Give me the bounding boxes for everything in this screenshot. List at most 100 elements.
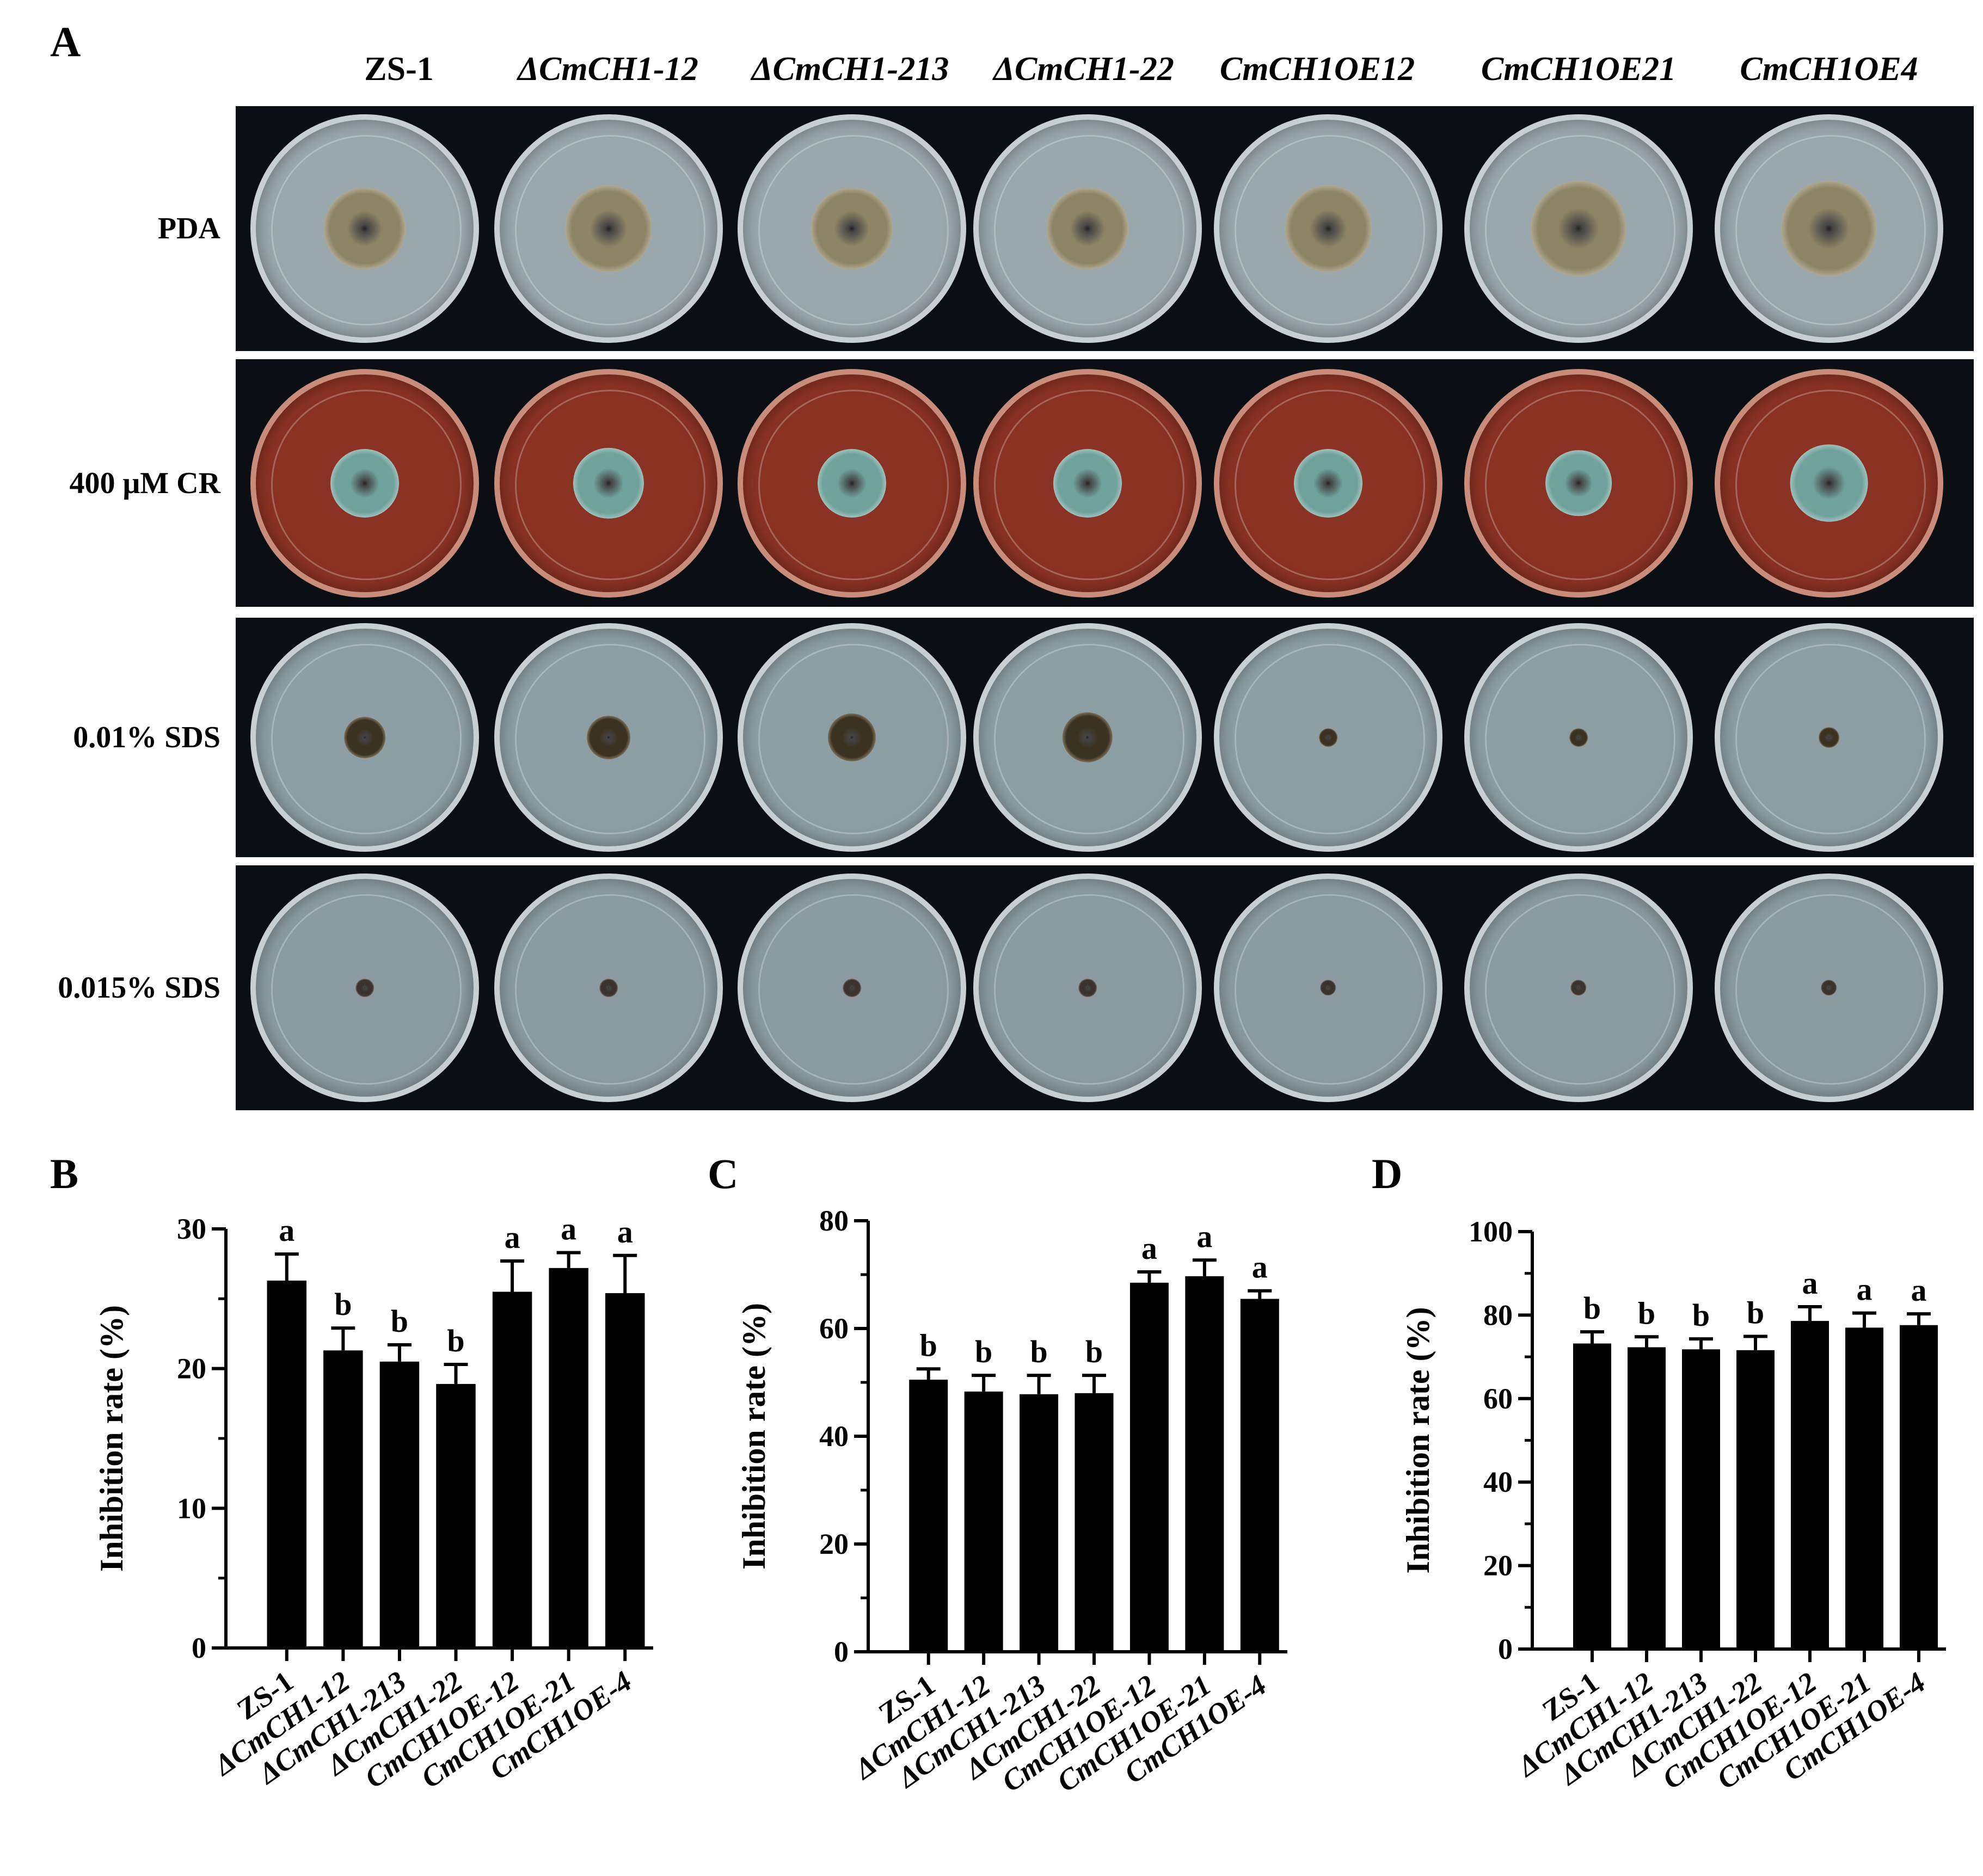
significance-letter: a <box>1141 1231 1157 1266</box>
significance-letter: a <box>279 1213 294 1248</box>
culture-plate <box>1214 114 1442 343</box>
bar <box>436 1383 476 1648</box>
strain-header: CmCH1OE21 <box>1481 51 1677 88</box>
significance-letter: a <box>1196 1219 1212 1254</box>
bar <box>492 1291 532 1648</box>
culture-plate <box>1715 114 1943 343</box>
bar <box>549 1268 588 1648</box>
fungal-colony <box>1062 712 1113 763</box>
plate-row <box>236 106 1974 351</box>
significance-letter: a <box>617 1214 633 1250</box>
y-axis-label: Inhibition rate (%) <box>94 1305 130 1572</box>
culture-plate <box>738 114 966 343</box>
fungal-colony <box>1294 448 1362 518</box>
y-tick-label: 0 <box>192 1632 206 1664</box>
culture-plate <box>1464 368 1693 598</box>
significance-letter: b <box>391 1303 408 1339</box>
fungal-colony <box>587 716 630 759</box>
culture-plate <box>738 368 966 598</box>
culture-plate <box>1464 114 1693 343</box>
significance-letter: a <box>1857 1272 1873 1307</box>
fungal-colony <box>1821 980 1837 996</box>
y-tick-label: 40 <box>1483 1466 1513 1498</box>
significance-letter: a <box>1802 1265 1818 1301</box>
bar <box>1129 1282 1169 1652</box>
bar <box>1900 1325 1938 1649</box>
y-tick-label: 20 <box>1483 1549 1513 1582</box>
y-tick-label: 80 <box>1483 1299 1513 1331</box>
treatment-label: 400 μM CR <box>69 466 220 500</box>
significance-letter: a <box>505 1220 520 1255</box>
fungal-colony <box>344 717 385 758</box>
fungal-colony <box>1320 980 1336 996</box>
fungal-colony <box>330 448 399 518</box>
plate-row <box>236 618 1974 857</box>
bar <box>605 1293 645 1648</box>
strain-header: ΔCmCH1-22 <box>993 51 1174 88</box>
y-tick-label: 80 <box>819 1204 849 1237</box>
culture-plate <box>738 623 966 852</box>
bar <box>1736 1350 1775 1649</box>
fungal-colony <box>1078 979 1097 997</box>
culture-plate <box>1715 874 1943 1102</box>
strain-header: CmCH1OE4 <box>1740 51 1918 88</box>
fungal-colony <box>1530 180 1627 277</box>
culture-plate <box>973 874 1202 1102</box>
culture-plate <box>973 623 1202 852</box>
culture-plate <box>973 368 1202 598</box>
fungal-colony <box>811 187 893 270</box>
fungal-colony <box>1569 728 1588 747</box>
treatment-label: PDA <box>157 212 220 245</box>
culture-plate <box>494 874 723 1102</box>
fungal-colony <box>1285 185 1372 272</box>
culture-plate <box>1715 368 1943 598</box>
bar <box>1791 1321 1829 1649</box>
culture-plate <box>1214 623 1442 852</box>
culture-plate <box>1464 623 1693 852</box>
y-tick-label: 100 <box>1469 1215 1513 1248</box>
plate-row <box>236 865 1974 1110</box>
plate-row <box>236 359 1974 607</box>
bar <box>1185 1276 1224 1652</box>
fungal-colony <box>1319 728 1337 747</box>
strain-header: CmCH1OE12 <box>1219 51 1415 88</box>
y-tick-label: 40 <box>819 1420 849 1453</box>
bar <box>909 1380 948 1652</box>
strain-header: ΔCmCH1-213 <box>751 51 949 88</box>
culture-plate <box>1464 874 1693 1102</box>
culture-plate <box>494 368 723 598</box>
y-tick-label: 30 <box>177 1213 206 1245</box>
significance-letter: b <box>1638 1295 1655 1331</box>
fungal-colony <box>573 447 644 519</box>
fungal-colony <box>1790 444 1868 522</box>
fungal-colony <box>1046 187 1129 270</box>
fungal-colony <box>1781 180 1877 277</box>
fungal-colony <box>818 448 886 518</box>
bar <box>964 1391 1003 1652</box>
culture-plate <box>250 114 479 343</box>
fungal-colony <box>827 713 876 762</box>
culture-plate <box>1715 623 1943 852</box>
bar <box>1682 1349 1720 1649</box>
bar <box>1020 1394 1059 1652</box>
y-tick-label: 20 <box>819 1528 849 1560</box>
significance-letter: a <box>1911 1272 1927 1308</box>
y-tick-label: 10 <box>177 1492 206 1524</box>
culture-plate <box>738 874 966 1102</box>
culture-plate <box>494 114 723 343</box>
y-axis-label: Inhibition rate (%) <box>736 1303 772 1570</box>
bar <box>1075 1393 1114 1652</box>
y-tick-label: 0 <box>1498 1633 1513 1665</box>
fungal-colony <box>1053 448 1122 518</box>
panel-label-a: A <box>50 18 81 65</box>
bar <box>267 1280 307 1648</box>
y-tick-label: 0 <box>834 1635 849 1668</box>
bar <box>1573 1343 1611 1649</box>
strain-header: ZS-1 <box>364 51 434 88</box>
culture-plate <box>494 623 723 852</box>
significance-letter: a <box>1252 1250 1268 1285</box>
culture-plate <box>250 368 479 598</box>
culture-plate <box>1214 874 1442 1102</box>
fungal-colony <box>599 979 618 997</box>
